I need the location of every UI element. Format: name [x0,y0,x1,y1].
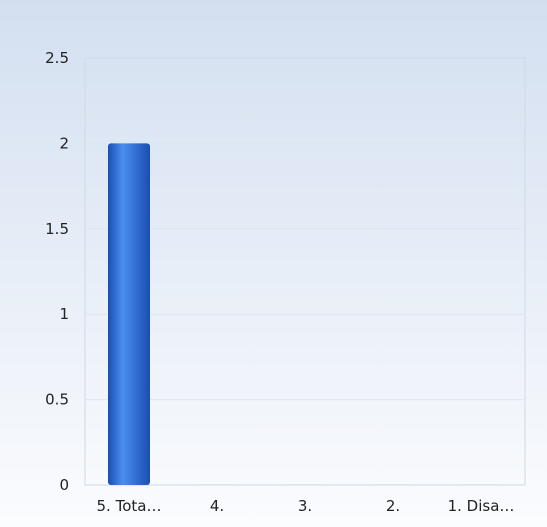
y-tick-label: 0.5 [45,391,69,409]
y-tick-label: 1 [59,305,69,323]
y-axis: 0 0.5 1 1.5 2 2.5 [45,49,69,494]
y-tick-label: 1.5 [45,220,69,238]
x-tick-label: 5. Tota… [97,497,162,515]
bar[interactable] [196,484,238,485]
x-axis: 5. Tota… 4. 3. 2. 1. Disa… [97,497,515,515]
x-tick-label: 4. [210,497,224,515]
bar[interactable] [108,143,150,485]
y-tick-label: 2 [59,134,69,152]
x-tick-label: 2. [386,497,400,515]
y-tick-label: 2.5 [45,49,69,67]
x-tick-label: 1. Disa… [448,497,515,515]
x-tick-label: 3. [298,497,312,515]
bars [108,143,502,485]
bar[interactable] [372,484,414,485]
grid-lines [85,142,525,401]
bar[interactable] [284,484,326,485]
y-tick-label: 0 [59,476,69,494]
bar[interactable] [460,484,502,485]
plot-area [84,57,526,486]
